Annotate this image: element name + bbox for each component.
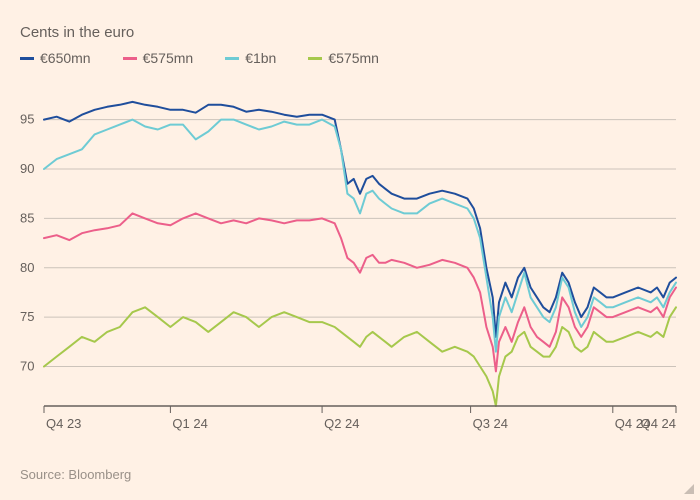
legend-swatch (225, 57, 239, 60)
y-tick-label: 85 (20, 210, 34, 225)
chart-subtitle: Cents in the euro (20, 24, 134, 41)
x-tick-label: Q1 24 (172, 416, 207, 431)
series-line (44, 307, 676, 406)
legend-item: €575mn (123, 50, 194, 66)
legend-item: €650mn (20, 50, 91, 66)
y-tick-label: 90 (20, 161, 34, 176)
legend: €650mn €575mn €1bn €575mn (20, 50, 379, 66)
legend-swatch (20, 57, 34, 60)
x-tick-label: Q4 24 (641, 416, 676, 431)
legend-item: €1bn (225, 50, 276, 66)
x-tick-label: Q2 24 (324, 416, 359, 431)
legend-swatch (308, 57, 322, 60)
x-tick-label: Q3 24 (473, 416, 508, 431)
legend-item: €575mn (308, 50, 379, 66)
x-tick-label: Q4 23 (46, 416, 81, 431)
resize-corner-icon (684, 484, 694, 494)
legend-label: €575mn (143, 50, 194, 66)
y-tick-label: 75 (20, 309, 34, 324)
plot-area: Q4 23Q1 24Q2 24Q3 24Q4 24Q4 24 707580859… (20, 82, 680, 442)
y-tick-label: 70 (20, 359, 34, 374)
legend-label: €575mn (328, 50, 379, 66)
y-tick-label: 80 (20, 260, 34, 275)
chart-container: Cents in the euro €650mn €575mn €1bn €575mn… (0, 0, 700, 500)
y-tick-label: 95 (20, 112, 34, 127)
source-text: Source: Bloomberg (20, 467, 131, 482)
legend-swatch (123, 57, 137, 60)
legend-label: €1bn (245, 50, 276, 66)
legend-label: €650mn (40, 50, 91, 66)
series-line (44, 102, 676, 337)
